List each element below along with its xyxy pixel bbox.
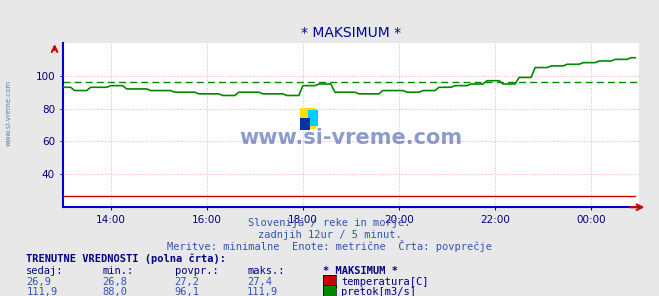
Title: * MAKSIMUM *: * MAKSIMUM * (301, 26, 401, 40)
Text: 111,9: 111,9 (247, 287, 278, 296)
Text: 111,9: 111,9 (26, 287, 57, 296)
Text: 26,8: 26,8 (102, 277, 127, 287)
Text: pretok[m3/s]: pretok[m3/s] (341, 287, 416, 296)
Text: povpr.:: povpr.: (175, 266, 218, 276)
Text: www.si-vreme.com: www.si-vreme.com (239, 128, 463, 148)
Text: Meritve: minimalne  Enote: metrične  Črta: povprečje: Meritve: minimalne Enote: metrične Črta:… (167, 240, 492, 252)
Text: sedaj:: sedaj: (26, 266, 64, 276)
Text: zadnjih 12ur / 5 minut.: zadnjih 12ur / 5 minut. (258, 230, 401, 240)
Text: 26,9: 26,9 (26, 277, 51, 287)
Text: www.si-vreme.com: www.si-vreme.com (5, 79, 12, 146)
Text: min.:: min.: (102, 266, 133, 276)
Text: 88,0: 88,0 (102, 287, 127, 296)
Text: TRENUTNE VREDNOSTI (polna črta):: TRENUTNE VREDNOSTI (polna črta): (26, 253, 226, 264)
Text: temperatura[C]: temperatura[C] (341, 277, 429, 287)
Text: 96,1: 96,1 (175, 287, 200, 296)
Text: maks.:: maks.: (247, 266, 285, 276)
Text: Slovenija / reke in morje.: Slovenija / reke in morje. (248, 218, 411, 229)
Text: 27,4: 27,4 (247, 277, 272, 287)
Text: 27,2: 27,2 (175, 277, 200, 287)
Text: * MAKSIMUM *: * MAKSIMUM * (323, 266, 398, 276)
